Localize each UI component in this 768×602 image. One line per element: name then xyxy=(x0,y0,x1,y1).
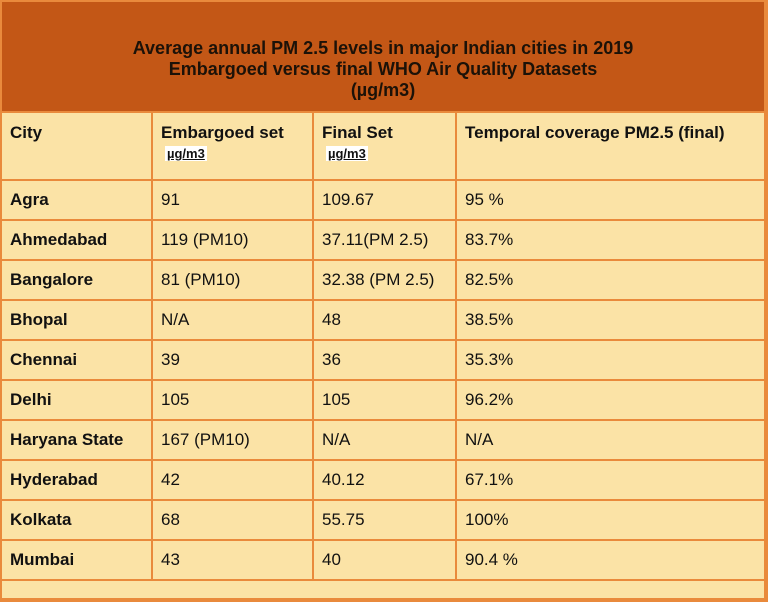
cell-final: 105 xyxy=(312,379,457,421)
cell-city: Ahmedabad xyxy=(2,219,153,261)
table-row: Bangalore 81 (PM10) 32.38 (PM 2.5) 82.5% xyxy=(2,259,764,301)
cell-final: 37.11(PM 2.5) xyxy=(312,219,457,261)
cell-final: N/A xyxy=(312,419,457,461)
table-row: Hyderabad 42 40.12 67.1% xyxy=(2,459,764,501)
cell-embargoed: 42 xyxy=(151,459,314,501)
cell-final: 40 xyxy=(312,539,457,581)
cell-city: Chennai xyxy=(2,339,153,381)
final-unit: µg/m3 xyxy=(326,146,368,161)
cell-coverage: 82.5% xyxy=(455,259,764,301)
cell-embargoed: 43 xyxy=(151,539,314,581)
cell-embargoed: 91 xyxy=(151,179,314,221)
cell-final: 55.75 xyxy=(312,499,457,541)
table-row: Agra 91 109.67 95 % xyxy=(2,179,764,221)
cell-embargoed: 81 (PM10) xyxy=(151,259,314,301)
cell-city: Bangalore xyxy=(2,259,153,301)
cell-coverage: 90.4 % xyxy=(455,539,764,581)
header-final-label: Final Set xyxy=(322,123,393,142)
cell-embargoed: 119 (PM10) xyxy=(151,219,314,261)
cell-coverage: 83.7% xyxy=(455,219,764,261)
cell-coverage: 96.2% xyxy=(455,379,764,421)
cell-final: 40.12 xyxy=(312,459,457,501)
header-coverage: Temporal coverage PM2.5 (final) xyxy=(455,113,764,181)
header-embargoed: Embargoed set µg/m3 xyxy=(151,113,314,181)
table-row: Haryana State 167 (PM10) N/A N/A xyxy=(2,419,764,461)
cell-embargoed: 39 xyxy=(151,339,314,381)
table-title: Average annual PM 2.5 levels in major In… xyxy=(2,2,764,113)
cell-coverage: N/A xyxy=(455,419,764,461)
table-row: Mumbai 43 40 90.4 % xyxy=(2,539,764,581)
subtitle-line: Embargoed versus final WHO Air Quality D… xyxy=(168,59,598,79)
cell-city: Mumbai xyxy=(2,539,153,581)
cell-coverage: 35.3% xyxy=(455,339,764,381)
cell-final: 32.38 (PM 2.5) xyxy=(312,259,457,301)
cell-coverage: 67.1% xyxy=(455,459,764,501)
cell-coverage: 38.5% xyxy=(455,299,764,341)
cell-embargoed: 167 (PM10) xyxy=(151,419,314,461)
cell-coverage: 100% xyxy=(455,499,764,541)
unit-line: (µg/m3) xyxy=(350,80,416,100)
cell-embargoed: N/A xyxy=(151,299,314,341)
cell-final: 48 xyxy=(312,299,457,341)
cell-embargoed: 68 xyxy=(151,499,314,541)
header-row: City Embargoed set µg/m3 Final Set µg/m3 T… xyxy=(2,113,764,181)
cell-embargoed: 105 xyxy=(151,379,314,421)
header-city: City xyxy=(2,113,153,181)
data-table: City Embargoed set µg/m3 Final Set µg/m3 T… xyxy=(2,113,764,581)
cell-city: Agra xyxy=(2,179,153,221)
title-line: Average annual PM 2.5 levels in major In… xyxy=(132,38,634,58)
cell-final: 36 xyxy=(312,339,457,381)
table-row: Bhopal N/A 48 38.5% xyxy=(2,299,764,341)
header-final: Final Set µg/m3 xyxy=(312,113,457,181)
table-row: Chennai 39 36 35.3% xyxy=(2,339,764,381)
cell-city: Delhi xyxy=(2,379,153,421)
cell-coverage: 95 % xyxy=(455,179,764,221)
cell-city: Kolkata xyxy=(2,499,153,541)
cell-city: Hyderabad xyxy=(2,459,153,501)
cell-final: 109.67 xyxy=(312,179,457,221)
table-row: Delhi 105 105 96.2% xyxy=(2,379,764,421)
cell-city: Bhopal xyxy=(2,299,153,341)
header-embargoed-label: Embargoed set xyxy=(161,123,284,142)
table-row: Kolkata 68 55.75 100% xyxy=(2,499,764,541)
cell-city: Haryana State xyxy=(2,419,153,461)
table-row: Ahmedabad 119 (PM10) 37.11(PM 2.5) 83.7% xyxy=(2,219,764,261)
embargoed-unit: µg/m3 xyxy=(165,146,207,161)
